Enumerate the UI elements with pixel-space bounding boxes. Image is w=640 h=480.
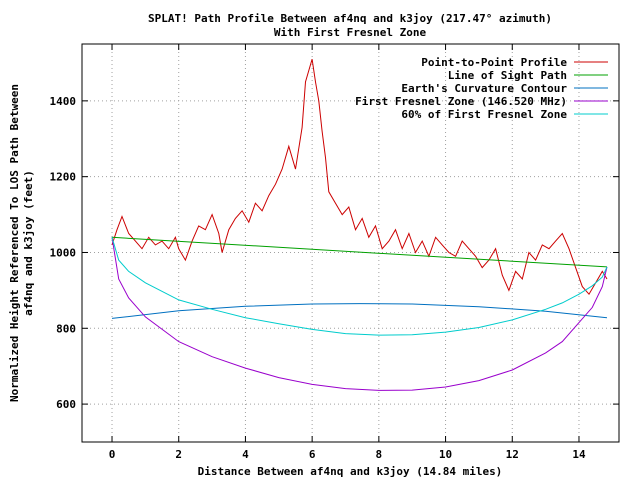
series-lines: [111, 59, 608, 391]
legend-label-point-to-point-profile: Point-to-Point Profile: [421, 56, 567, 69]
y-tick-label: 1000: [50, 246, 77, 259]
grid-lines: [82, 44, 619, 442]
series-line-earth-s-curvature-contour: [111, 303, 608, 319]
x-tick-label: 2: [175, 448, 182, 461]
x-axis-label: Distance Between af4nq and k3joy (14.84 …: [198, 465, 503, 478]
chart-title: SPLAT! Path Profile Between af4nq and k3…: [148, 12, 552, 25]
y-tick-label: 800: [56, 322, 76, 335]
y-axis-label-line-2: af4nq and k3joy (feet): [22, 170, 35, 316]
legend-label-first-fresnel-zone-146-520-mhz: First Fresnel Zone (146.520 MHz): [355, 95, 567, 108]
legend-label-line-of-sight-path: Line of Sight Path: [448, 69, 567, 82]
x-tick-label: 14: [572, 448, 586, 461]
series-line-first-fresnel-zone-146-520-mhz: [111, 237, 608, 391]
x-tick-label: 0: [109, 448, 116, 461]
series-line-line-of-sight-path: [111, 236, 608, 268]
series-line-60-of-first-fresnel-zone: [111, 237, 608, 336]
axis-ticks: 0 2 4 6 8 10 12 14 600 800 1000 1200 1400: [50, 44, 619, 461]
legend-label-60-of-first-fresnel-zone: 60% of First Fresnel Zone: [401, 108, 567, 121]
plot-frame: [81, 43, 620, 443]
x-tick-label: 4: [242, 448, 249, 461]
y-tick-label: 600: [56, 398, 76, 411]
x-tick-label: 12: [506, 448, 519, 461]
x-tick-label: 6: [309, 448, 316, 461]
series-line-point-to-point-profile: [111, 59, 608, 296]
legend-label-earth-s-curvature-contour: Earth's Curvature Contour: [401, 82, 567, 95]
y-tick-label: 1400: [50, 95, 77, 108]
y-tick-label: 1200: [50, 171, 77, 184]
y-axis-label-line-1: Normalized Height Referenced To LOS Path…: [8, 84, 21, 402]
x-tick-label: 10: [439, 448, 452, 461]
x-tick-label: 8: [376, 448, 383, 461]
chart-subtitle: With First Fresnel Zone: [274, 26, 427, 39]
